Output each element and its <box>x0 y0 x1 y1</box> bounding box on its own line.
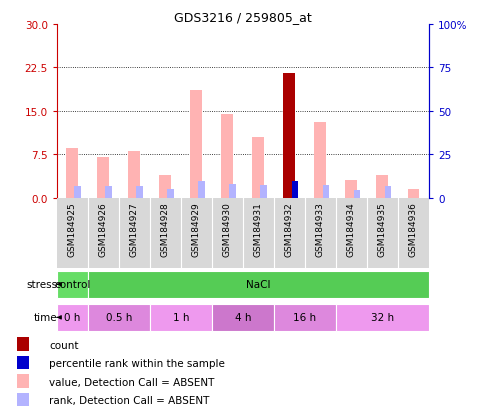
Bar <box>150 304 212 331</box>
Bar <box>385 187 391 198</box>
Text: 0.5 h: 0.5 h <box>106 313 132 323</box>
Bar <box>221 114 233 198</box>
Text: time: time <box>34 313 57 323</box>
Bar <box>67 149 78 198</box>
Bar <box>88 304 150 331</box>
Text: control: control <box>54 280 90 290</box>
Bar <box>17 393 29 406</box>
Bar <box>408 190 419 198</box>
Bar <box>260 185 267 198</box>
Text: value, Detection Call = ABSENT: value, Detection Call = ABSENT <box>49 377 214 387</box>
Text: 0 h: 0 h <box>64 313 80 323</box>
Text: GSM184934: GSM184934 <box>347 202 356 256</box>
Bar <box>57 304 88 331</box>
Text: rank, Detection Call = ABSENT: rank, Detection Call = ABSENT <box>49 396 210 406</box>
Text: GSM184935: GSM184935 <box>378 202 387 256</box>
Bar <box>199 182 205 198</box>
Bar <box>315 123 326 198</box>
Bar <box>274 304 336 331</box>
Text: NaCl: NaCl <box>246 280 271 290</box>
Bar <box>97 158 109 198</box>
Text: GSM184933: GSM184933 <box>316 202 325 256</box>
Bar <box>168 190 174 198</box>
Bar <box>322 185 329 198</box>
Text: percentile rank within the sample: percentile rank within the sample <box>49 358 225 368</box>
Text: GSM184927: GSM184927 <box>130 202 139 256</box>
Text: 32 h: 32 h <box>371 313 394 323</box>
Bar <box>17 356 29 369</box>
Bar <box>291 182 298 198</box>
Bar <box>377 175 388 198</box>
Bar <box>74 187 81 198</box>
Bar <box>159 175 171 198</box>
Bar <box>283 74 295 198</box>
Bar <box>137 187 143 198</box>
Bar <box>17 337 29 351</box>
Text: 4 h: 4 h <box>235 313 251 323</box>
Bar <box>17 375 29 388</box>
Text: GSM184936: GSM184936 <box>409 202 418 256</box>
Text: 16 h: 16 h <box>293 313 317 323</box>
Bar <box>128 152 140 198</box>
Text: 1 h: 1 h <box>173 313 189 323</box>
Text: GSM184929: GSM184929 <box>192 202 201 256</box>
Text: GSM184926: GSM184926 <box>99 202 108 256</box>
Bar <box>252 138 264 198</box>
Text: GSM184928: GSM184928 <box>161 202 170 256</box>
Bar <box>346 181 357 198</box>
Title: GDS3216 / 259805_at: GDS3216 / 259805_at <box>174 11 312 24</box>
Bar <box>106 187 112 198</box>
Text: stress: stress <box>26 280 57 290</box>
Text: GSM184930: GSM184930 <box>223 202 232 256</box>
Bar <box>57 271 88 298</box>
Bar <box>190 91 202 198</box>
Text: GSM184925: GSM184925 <box>68 202 77 256</box>
Bar <box>212 304 274 331</box>
Text: GSM184932: GSM184932 <box>285 202 294 256</box>
Bar <box>353 190 360 198</box>
Bar <box>229 184 236 198</box>
Text: count: count <box>49 340 79 350</box>
Bar <box>336 304 429 331</box>
Text: GSM184931: GSM184931 <box>254 202 263 256</box>
